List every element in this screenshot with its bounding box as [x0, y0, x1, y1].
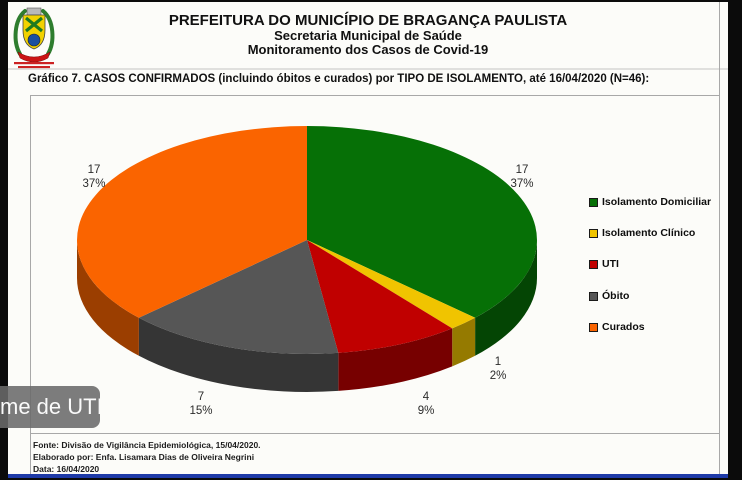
bottom-blue-line: [8, 474, 728, 478]
pie-label-percent: 9%: [418, 405, 435, 417]
pie-label-percent: 15%: [189, 405, 212, 417]
legend-item: Isolamento Domiciliar: [589, 194, 711, 210]
legend-swatch-curados: [589, 322, 598, 332]
pie-data-labels: 17 37% 1 2% 4 9% 7 15% 17 37%: [82, 164, 533, 417]
legend-label: Isolamento Domiciliar: [602, 196, 712, 208]
pie-slices: [77, 126, 537, 392]
chart-title: Gráfico 7. CASOS CONFIRMADOS (incluindo …: [28, 73, 650, 85]
legend-item: Isolamento Clínico: [589, 225, 695, 241]
chart-frame-right: [719, 2, 720, 474]
subtitle-text: me de UTI,: [0, 394, 100, 419]
logo-caption-line: [14, 62, 54, 65]
chart-frame-top: [30, 95, 720, 96]
pie-label-percent: 2%: [490, 370, 507, 382]
subtitle-overlay: me de UTI,: [0, 386, 100, 428]
header-subtitle: Secretaria Municipal de Saúde: [274, 28, 462, 43]
pie-label-value: 4: [423, 391, 430, 403]
pie-label-value: 7: [198, 391, 204, 403]
shield-roundel: [27, 33, 41, 47]
pie-label-value: 1: [495, 356, 501, 368]
footer-author: Elaborado por: Enfa. Lisamara Dias de Ol…: [33, 452, 255, 462]
chart-frame-left: [30, 95, 31, 474]
pie-label-percent: 37%: [82, 178, 105, 190]
legend-item: Curados: [589, 319, 645, 335]
chart-frame-bottom: [30, 433, 720, 434]
legend-label: UTI: [602, 258, 619, 270]
legend-swatch-isolamento-domiciliar: [589, 197, 598, 207]
laurel-right: [41, 9, 55, 56]
pie-label-value: 17: [516, 164, 529, 176]
chart-footer: Fonte: Divisão de Vigilância Epidemiológ…: [33, 439, 261, 475]
page-seam-line: [8, 68, 728, 70]
footer-source: Fonte: Divisão de Vigilância Epidemiológ…: [33, 440, 261, 450]
document-page: PREFEITURA DO MUNICÍPIO DE BRAGANÇA PAUL…: [8, 2, 728, 477]
legend-swatch-isolamento-clinico: [589, 228, 598, 238]
legend-swatch-obito: [589, 291, 598, 301]
legend-label: Isolamento Clínico: [602, 227, 696, 239]
header-title: PREFEITURA DO MUNICÍPIO DE BRAGANÇA PAUL…: [168, 12, 568, 29]
header-subtitle-2: Monitoramento dos Casos de Covid-19: [247, 42, 489, 57]
legend-label: Curados: [602, 321, 645, 333]
legend-swatch-uti: [589, 259, 598, 269]
municipality-coat-of-arms-logo: [13, 7, 55, 69]
legend-item: UTI: [589, 256, 619, 272]
shield-saltire: [24, 16, 44, 33]
pie-label-value: 17: [88, 164, 101, 176]
legend-item: Óbito: [589, 288, 629, 304]
pie-label-percent: 37%: [510, 178, 533, 190]
pie-chart: 17 37% 1 2% 4 9% 7 15% 17 37%: [77, 126, 537, 417]
footer-date: Data: 16/04/2020: [33, 464, 100, 474]
chart-plot-area: 17 37% 1 2% 4 9% 7 15% 17 37%: [30, 95, 719, 433]
logo-caption-line: [18, 66, 50, 69]
document-header: PREFEITURA DO MUNICÍPIO DE BRAGANÇA PAUL…: [8, 12, 728, 57]
ribbon: [17, 51, 51, 63]
legend-label: Óbito: [602, 290, 630, 302]
laurel-left: [13, 9, 27, 56]
